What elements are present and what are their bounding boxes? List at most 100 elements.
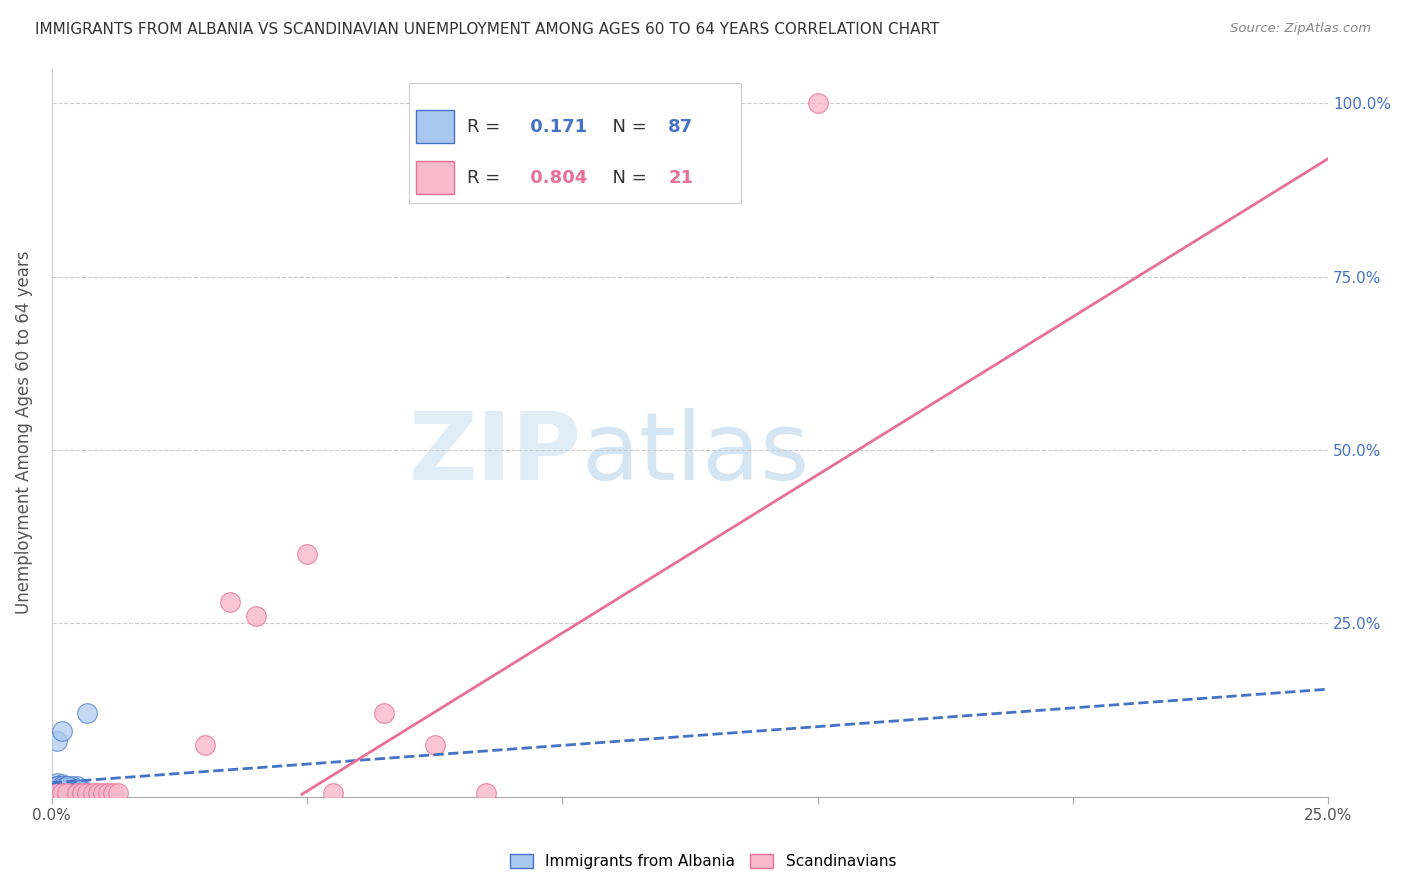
Point: [373, 706, 395, 721]
Point: [91, 786, 114, 800]
Point: [45, 779, 67, 793]
Point: [97, 786, 120, 800]
Point: [56, 786, 79, 800]
Point: [51, 786, 73, 800]
Point: [60, 781, 83, 796]
FancyBboxPatch shape: [416, 161, 454, 194]
Point: [53, 786, 76, 800]
Point: [56, 782, 79, 797]
Point: [295, 547, 318, 561]
Point: [51, 782, 73, 797]
Point: [45, 786, 67, 800]
Point: [63, 786, 86, 800]
Point: [219, 595, 242, 609]
Text: IMMIGRANTS FROM ALBANIA VS SCANDINAVIAN UNEMPLOYMENT AMONG AGES 60 TO 64 YEARS C: IMMIGRANTS FROM ALBANIA VS SCANDINAVIAN …: [35, 22, 939, 37]
Point: [76, 706, 98, 721]
Point: [60, 784, 83, 798]
Point: [101, 786, 124, 800]
Point: [56, 781, 79, 796]
Point: [56, 784, 79, 798]
Point: [60, 782, 83, 797]
Point: [59, 786, 82, 800]
Point: [322, 786, 344, 800]
Point: [56, 782, 79, 797]
Point: [63, 784, 86, 798]
Point: [51, 782, 73, 797]
Point: [45, 779, 67, 793]
Point: [45, 782, 67, 797]
Point: [51, 723, 73, 738]
Point: [51, 786, 73, 800]
Point: [107, 786, 129, 800]
Point: [45, 786, 67, 800]
Text: N =: N =: [600, 169, 652, 186]
Point: [56, 782, 79, 797]
Point: [60, 786, 83, 800]
Point: [56, 782, 79, 797]
Point: [423, 738, 446, 752]
Point: [51, 779, 73, 793]
Point: [82, 786, 104, 800]
Point: [51, 786, 73, 800]
Point: [45, 786, 67, 800]
Point: [51, 779, 73, 793]
Point: [474, 786, 496, 800]
Point: [56, 786, 79, 800]
Point: [60, 784, 83, 798]
Point: [53, 786, 76, 800]
Point: [56, 781, 79, 796]
Y-axis label: Unemployment Among Ages 60 to 64 years: Unemployment Among Ages 60 to 64 years: [15, 251, 32, 615]
Point: [48, 782, 70, 797]
Text: 0.804: 0.804: [524, 169, 588, 186]
Point: [45, 781, 67, 796]
Point: [56, 784, 79, 798]
Point: [66, 786, 89, 800]
Point: [60, 786, 83, 800]
Point: [245, 609, 267, 624]
Point: [48, 786, 70, 800]
Point: [806, 96, 828, 111]
Point: [72, 786, 94, 800]
Point: [45, 734, 67, 748]
Point: [66, 782, 89, 797]
Legend: Immigrants from Albania, Scandinavians: Immigrants from Albania, Scandinavians: [503, 848, 903, 875]
Point: [45, 776, 67, 790]
Point: [51, 784, 73, 798]
Point: [53, 782, 76, 797]
Point: [56, 786, 79, 800]
Text: 0.171: 0.171: [524, 118, 588, 136]
Point: [60, 782, 83, 797]
Point: [56, 784, 79, 798]
Point: [51, 786, 73, 800]
Point: [51, 777, 73, 791]
Text: R =: R =: [467, 169, 506, 186]
Point: [56, 786, 79, 800]
Point: [63, 786, 86, 800]
Point: [51, 781, 73, 796]
Point: [66, 786, 89, 800]
Point: [86, 786, 108, 800]
Point: [60, 784, 83, 798]
FancyBboxPatch shape: [409, 83, 741, 203]
Point: [45, 781, 67, 796]
Text: R =: R =: [467, 118, 506, 136]
Point: [59, 786, 82, 800]
Point: [60, 781, 83, 796]
Point: [45, 784, 67, 798]
Point: [51, 782, 73, 797]
Point: [72, 782, 94, 797]
Point: [45, 782, 67, 797]
Point: [76, 786, 98, 800]
Point: [56, 779, 79, 793]
Point: [56, 781, 79, 796]
Point: [48, 784, 70, 798]
Point: [45, 786, 67, 800]
Text: 21: 21: [668, 169, 693, 186]
Point: [44, 786, 66, 800]
Text: N =: N =: [600, 118, 652, 136]
Point: [45, 784, 67, 798]
Point: [56, 784, 79, 798]
Point: [51, 786, 73, 800]
FancyBboxPatch shape: [416, 111, 454, 143]
Point: [45, 786, 67, 800]
